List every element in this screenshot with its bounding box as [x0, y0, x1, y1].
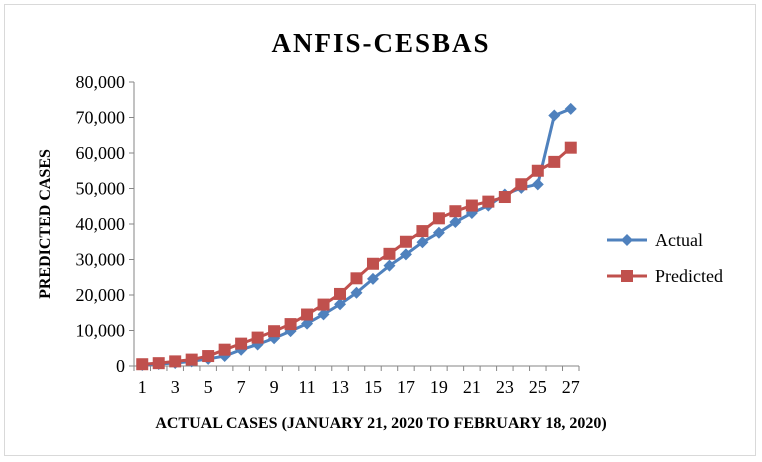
data-point-actual [531, 178, 544, 191]
y-tick-label: 40,000 [76, 214, 126, 234]
y-tick-label: 20,000 [76, 285, 126, 305]
data-point-predicted [416, 225, 429, 238]
data-point-predicted [383, 247, 396, 260]
data-point-predicted [515, 178, 528, 191]
legend-marker-predicted [621, 270, 633, 282]
x-tick-label: 11 [298, 377, 315, 397]
x-axis-label: ACTUAL CASES (JANUARY 21, 2020 TO FEBRUA… [155, 415, 606, 432]
data-point-actual [548, 109, 561, 122]
data-point-predicted [548, 155, 561, 168]
x-tick-label: 1 [138, 377, 147, 397]
x-tick-label: 23 [496, 377, 514, 397]
data-point-actual [301, 317, 314, 330]
data-point-actual [432, 226, 445, 239]
y-tick-label: 30,000 [76, 250, 126, 270]
data-point-predicted [317, 298, 330, 311]
series-line-predicted [142, 146, 572, 366]
data-point-predicted [268, 325, 281, 338]
data-point-actual [449, 216, 462, 229]
x-tick-label: 19 [430, 377, 448, 397]
data-point-predicted [432, 212, 445, 225]
x-tick-label: 3 [171, 377, 180, 397]
chart-frame [4, 4, 756, 456]
data-point-predicted [350, 272, 363, 285]
data-point-actual [334, 298, 347, 311]
data-point-predicted [218, 343, 231, 356]
series-predicted [136, 141, 577, 371]
data-point-predicted [136, 358, 149, 371]
data-point-predicted [564, 141, 577, 154]
data-point-actual [383, 259, 396, 272]
y-tick-label: 50,000 [76, 179, 126, 199]
chart-axes: 0 10,000 20,000 30,000 40,000 50,000 60,000 70,… [76, 72, 580, 397]
data-point-predicted [449, 205, 462, 218]
y-tick-label: 70,000 [76, 108, 126, 128]
series-actual [136, 102, 577, 372]
data-point-predicted [185, 353, 198, 366]
legend-item-actual: Actual [607, 230, 703, 250]
series-line-actual [142, 107, 572, 367]
chart-series [136, 102, 577, 372]
data-point-predicted [251, 331, 264, 344]
legend-marker-actual [621, 234, 633, 246]
data-point-predicted [169, 355, 182, 368]
chart-title: ANFIS-CESBAS [271, 28, 490, 58]
chart-legend: Actual Predicted [607, 230, 723, 286]
data-point-actual [416, 236, 429, 249]
x-tick-label: 9 [270, 377, 279, 397]
data-point-predicted [301, 308, 314, 321]
data-point-actual [564, 102, 577, 115]
y-tick-label: 80,000 [76, 72, 126, 92]
x-tick-label: 15 [364, 377, 382, 397]
x-tick-label: 27 [562, 377, 580, 397]
x-tick-label: 17 [397, 377, 415, 397]
y-tick-label: 0 [116, 356, 125, 376]
data-point-predicted [465, 199, 478, 212]
data-point-predicted [284, 318, 297, 331]
data-point-predicted [498, 191, 511, 204]
legend-label-predicted: Predicted [655, 266, 723, 286]
data-point-predicted [399, 235, 412, 248]
x-tick-label: 13 [331, 377, 349, 397]
legend-label-actual: Actual [655, 230, 703, 250]
data-point-predicted [366, 257, 379, 270]
x-tick-label: 5 [204, 377, 213, 397]
data-point-predicted [334, 287, 347, 300]
data-point-actual [317, 308, 330, 321]
data-point-actual [399, 248, 412, 261]
x-tick-label: 21 [463, 377, 481, 397]
x-tick-label: 25 [529, 377, 547, 397]
data-point-predicted [531, 164, 544, 177]
legend-item-predicted: Predicted [607, 266, 723, 286]
x-tick-label: 7 [237, 377, 246, 397]
data-point-actual [350, 286, 363, 299]
y-tick-label: 60,000 [76, 143, 126, 163]
data-point-predicted [235, 337, 248, 350]
data-point-predicted [152, 357, 165, 370]
data-point-predicted [202, 350, 215, 363]
y-tick-label: 10,000 [76, 321, 126, 341]
data-point-predicted [482, 195, 495, 208]
y-axis-label: PREDICTED CASES [37, 149, 54, 299]
data-point-actual [366, 272, 379, 285]
